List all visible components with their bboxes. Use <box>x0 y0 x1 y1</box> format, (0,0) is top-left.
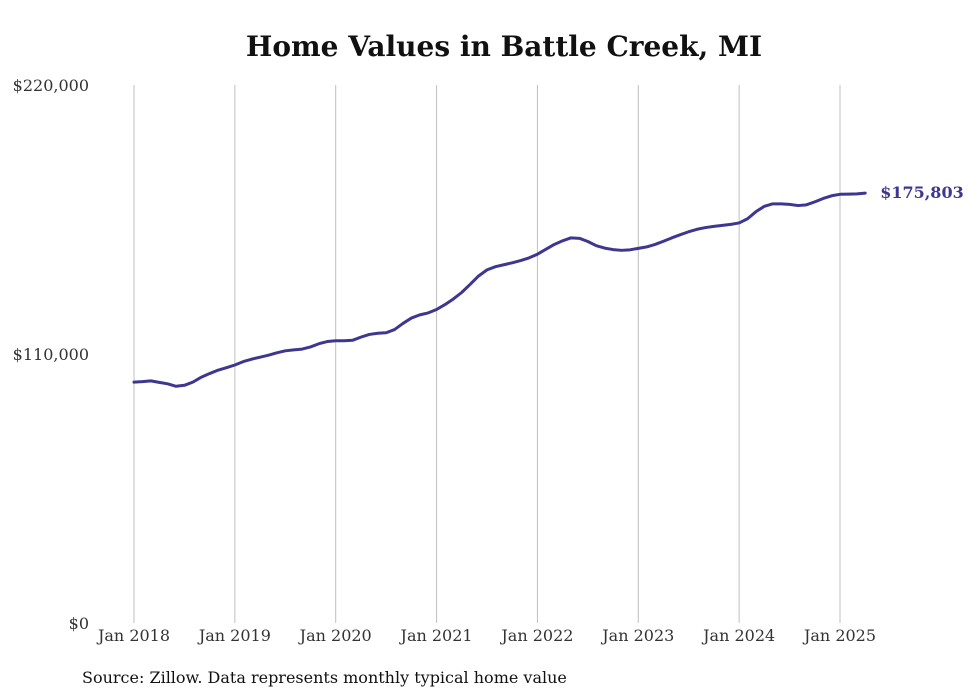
y-tick-label: $110,000 <box>13 345 89 364</box>
end-value-label: $175,803 <box>880 183 964 202</box>
x-tick-label: Jan 2023 <box>600 626 674 645</box>
series-line <box>132 191 867 388</box>
x-tick-label: Jan 2018 <box>96 626 170 645</box>
x-tick-label: Jan 2022 <box>499 626 573 645</box>
x-tick-label: Jan 2025 <box>802 626 876 645</box>
y-tick-label: $220,000 <box>13 76 89 95</box>
x-tick-label: Jan 2024 <box>701 626 775 645</box>
y-tick-label: $0 <box>69 614 89 633</box>
data-labels: $175,803 <box>880 183 964 202</box>
series-layer <box>132 191 867 388</box>
x-tick-label: Jan 2019 <box>197 626 271 645</box>
chart-title: Home Values in Battle Creek, MI <box>245 30 763 63</box>
gridlines <box>133 85 841 623</box>
x-tick-label: Jan 2021 <box>399 626 473 645</box>
y-axis-ticks: $0 $110,000 $220,000 <box>13 76 89 633</box>
x-tick-label: Jan 2020 <box>298 626 372 645</box>
source-note: Source: Zillow. Data represents monthly … <box>82 668 567 687</box>
x-axis-ticks: Jan 2018 Jan 2019 Jan 2020 Jan 2021 Jan 2022… <box>96 626 876 645</box>
